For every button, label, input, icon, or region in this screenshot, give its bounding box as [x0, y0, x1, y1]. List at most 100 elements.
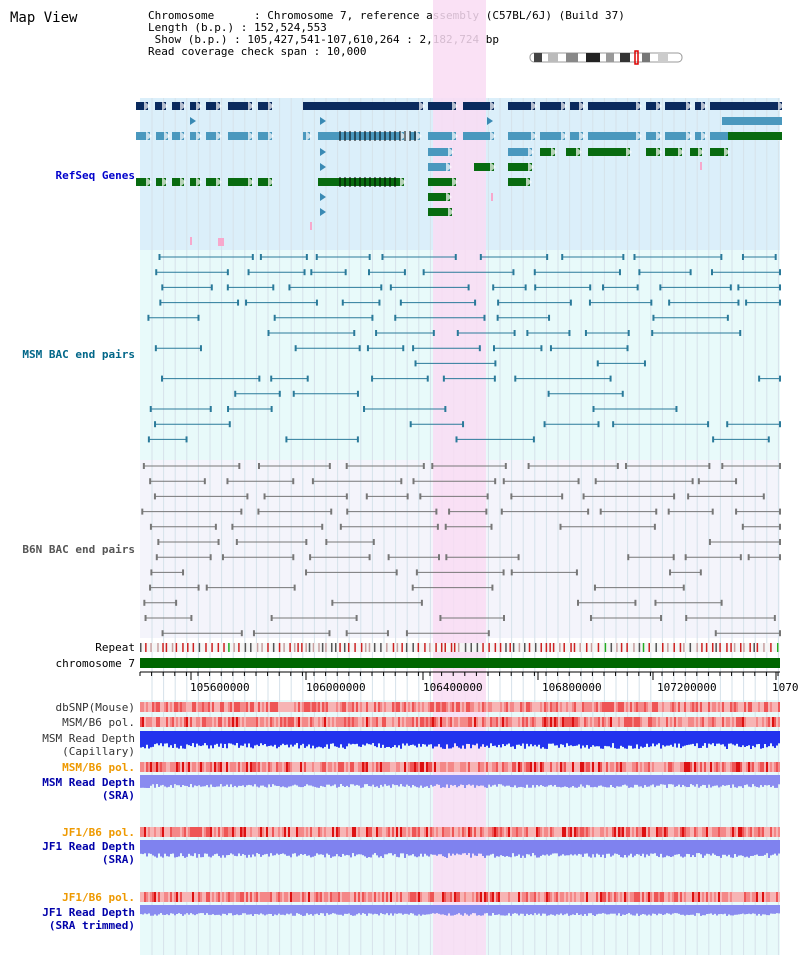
heat-cell — [776, 762, 778, 772]
label-chromosome[interactable]: chromosome 7 — [55, 657, 135, 670]
repeat-element — [715, 643, 717, 652]
heat-cell — [254, 892, 256, 902]
label-dbsnp[interactable]: dbSNP(Mouse) — [55, 701, 135, 714]
depth-bar — [320, 775, 322, 786]
heat-cell — [504, 702, 506, 712]
depth-bar — [220, 775, 222, 785]
heat-cell — [690, 762, 692, 772]
heat-cell — [620, 702, 622, 712]
depth-bar — [620, 840, 622, 858]
depth-bar — [318, 905, 320, 916]
label-msm-bac-pairs[interactable]: MSM BAC end pairs — [22, 348, 135, 361]
heat-cell — [222, 702, 224, 712]
heat-cell — [582, 717, 584, 727]
depth-bar — [604, 731, 606, 746]
gene-block — [463, 102, 494, 110]
heat-cell — [188, 827, 190, 837]
chromosome-ideogram[interactable] — [529, 50, 683, 65]
heat-cell — [302, 892, 304, 902]
depth-bar — [466, 731, 468, 744]
depth-bar — [420, 905, 422, 916]
depth-bar — [708, 840, 710, 855]
heat-cell — [444, 717, 446, 727]
heat-cell — [760, 717, 762, 727]
depth-bar — [628, 775, 630, 788]
msm-bac-pairs-track[interactable] — [147, 254, 781, 443]
depth-bar — [404, 731, 406, 746]
heat-cell — [222, 717, 224, 727]
heat-cell — [610, 702, 612, 712]
label-msm-depth-cap[interactable]: MSM Read Depth — [42, 732, 135, 745]
depth-bar — [734, 840, 736, 855]
depth-bar — [224, 840, 226, 858]
depth-bar — [456, 840, 458, 854]
depth-bar — [446, 731, 448, 745]
heat-cell — [770, 892, 772, 902]
heat-cell — [156, 702, 158, 712]
heat-cell — [612, 892, 614, 902]
label-jf1-depth-sra[interactable]: JF1 Read Depth — [42, 840, 135, 853]
depth-bar — [656, 840, 658, 856]
heat-cell — [342, 717, 344, 727]
label-msm-b6-pol-1[interactable]: MSM/B6 pol. — [62, 716, 135, 729]
depth-bar — [384, 905, 386, 915]
refseq-genes-track[interactable] — [136, 101, 784, 246]
repeat-element — [585, 643, 588, 652]
polymorphism-and-depth-tracks[interactable] — [140, 702, 780, 916]
depth-bar — [156, 840, 158, 858]
label-jf1-b6-pol-1[interactable]: JF1/B6 pol. — [62, 826, 135, 839]
heat-cell — [408, 762, 410, 772]
heat-cell — [366, 892, 368, 902]
label-jf1-b6-pol-2[interactable]: JF1/B6 pol. — [62, 891, 135, 904]
label-b6n-bac-pairs[interactable]: B6N BAC end pairs — [22, 543, 135, 556]
depth-bar — [574, 775, 576, 788]
b6n-bac-pairs-track[interactable] — [141, 463, 781, 637]
pink-marker — [491, 193, 493, 201]
label-msm-b6-pol-2[interactable]: MSM/B6 pol. — [62, 761, 135, 774]
heat-cell — [458, 762, 460, 772]
depth-bar — [412, 905, 414, 914]
label-refseq-genes[interactable]: RefSeq Genes — [55, 169, 135, 182]
heat-cell — [486, 717, 488, 727]
depth-bar — [672, 905, 674, 914]
label-repeat[interactable]: Repeat — [95, 641, 135, 654]
depth-bar — [240, 905, 242, 915]
heat-cell — [280, 702, 282, 712]
heat-cell — [654, 762, 656, 772]
heat-cell — [476, 892, 478, 902]
repeat-element — [228, 643, 230, 652]
depth-bar — [204, 775, 206, 787]
depth-bar — [286, 905, 288, 914]
depth-bar — [528, 731, 530, 747]
heat-cell — [680, 702, 682, 712]
depth-bar — [316, 775, 318, 788]
heat-cell — [728, 892, 730, 902]
depth-bar — [420, 840, 422, 854]
heat-cell — [160, 762, 162, 772]
label-msm-depth-sra[interactable]: MSM Read Depth — [42, 776, 135, 789]
chromosome-7-bar[interactable] — [140, 658, 780, 668]
depth-bar — [220, 731, 222, 744]
depth-bar — [754, 731, 756, 748]
heat-cell — [530, 827, 532, 837]
depth-bar — [406, 840, 408, 855]
depth-bar — [552, 775, 554, 787]
depth-bar — [728, 731, 730, 744]
depth-bar — [310, 905, 312, 915]
heat-cell — [306, 717, 308, 727]
heat-cell — [488, 702, 490, 712]
depth-bar — [240, 731, 242, 746]
depth-bar — [670, 775, 672, 785]
repeat-track[interactable] — [140, 643, 780, 652]
heat-cell — [274, 762, 276, 772]
heat-cell — [770, 717, 772, 727]
depth-bar — [764, 775, 766, 786]
depth-bar — [724, 840, 726, 855]
label-jf1-depth-trim[interactable]: JF1 Read Depth — [42, 906, 135, 919]
heat-cell — [238, 702, 240, 712]
heat-cell — [220, 892, 222, 902]
heat-cell — [548, 762, 550, 772]
heat-cell — [148, 827, 150, 837]
heat-cell — [562, 827, 564, 837]
